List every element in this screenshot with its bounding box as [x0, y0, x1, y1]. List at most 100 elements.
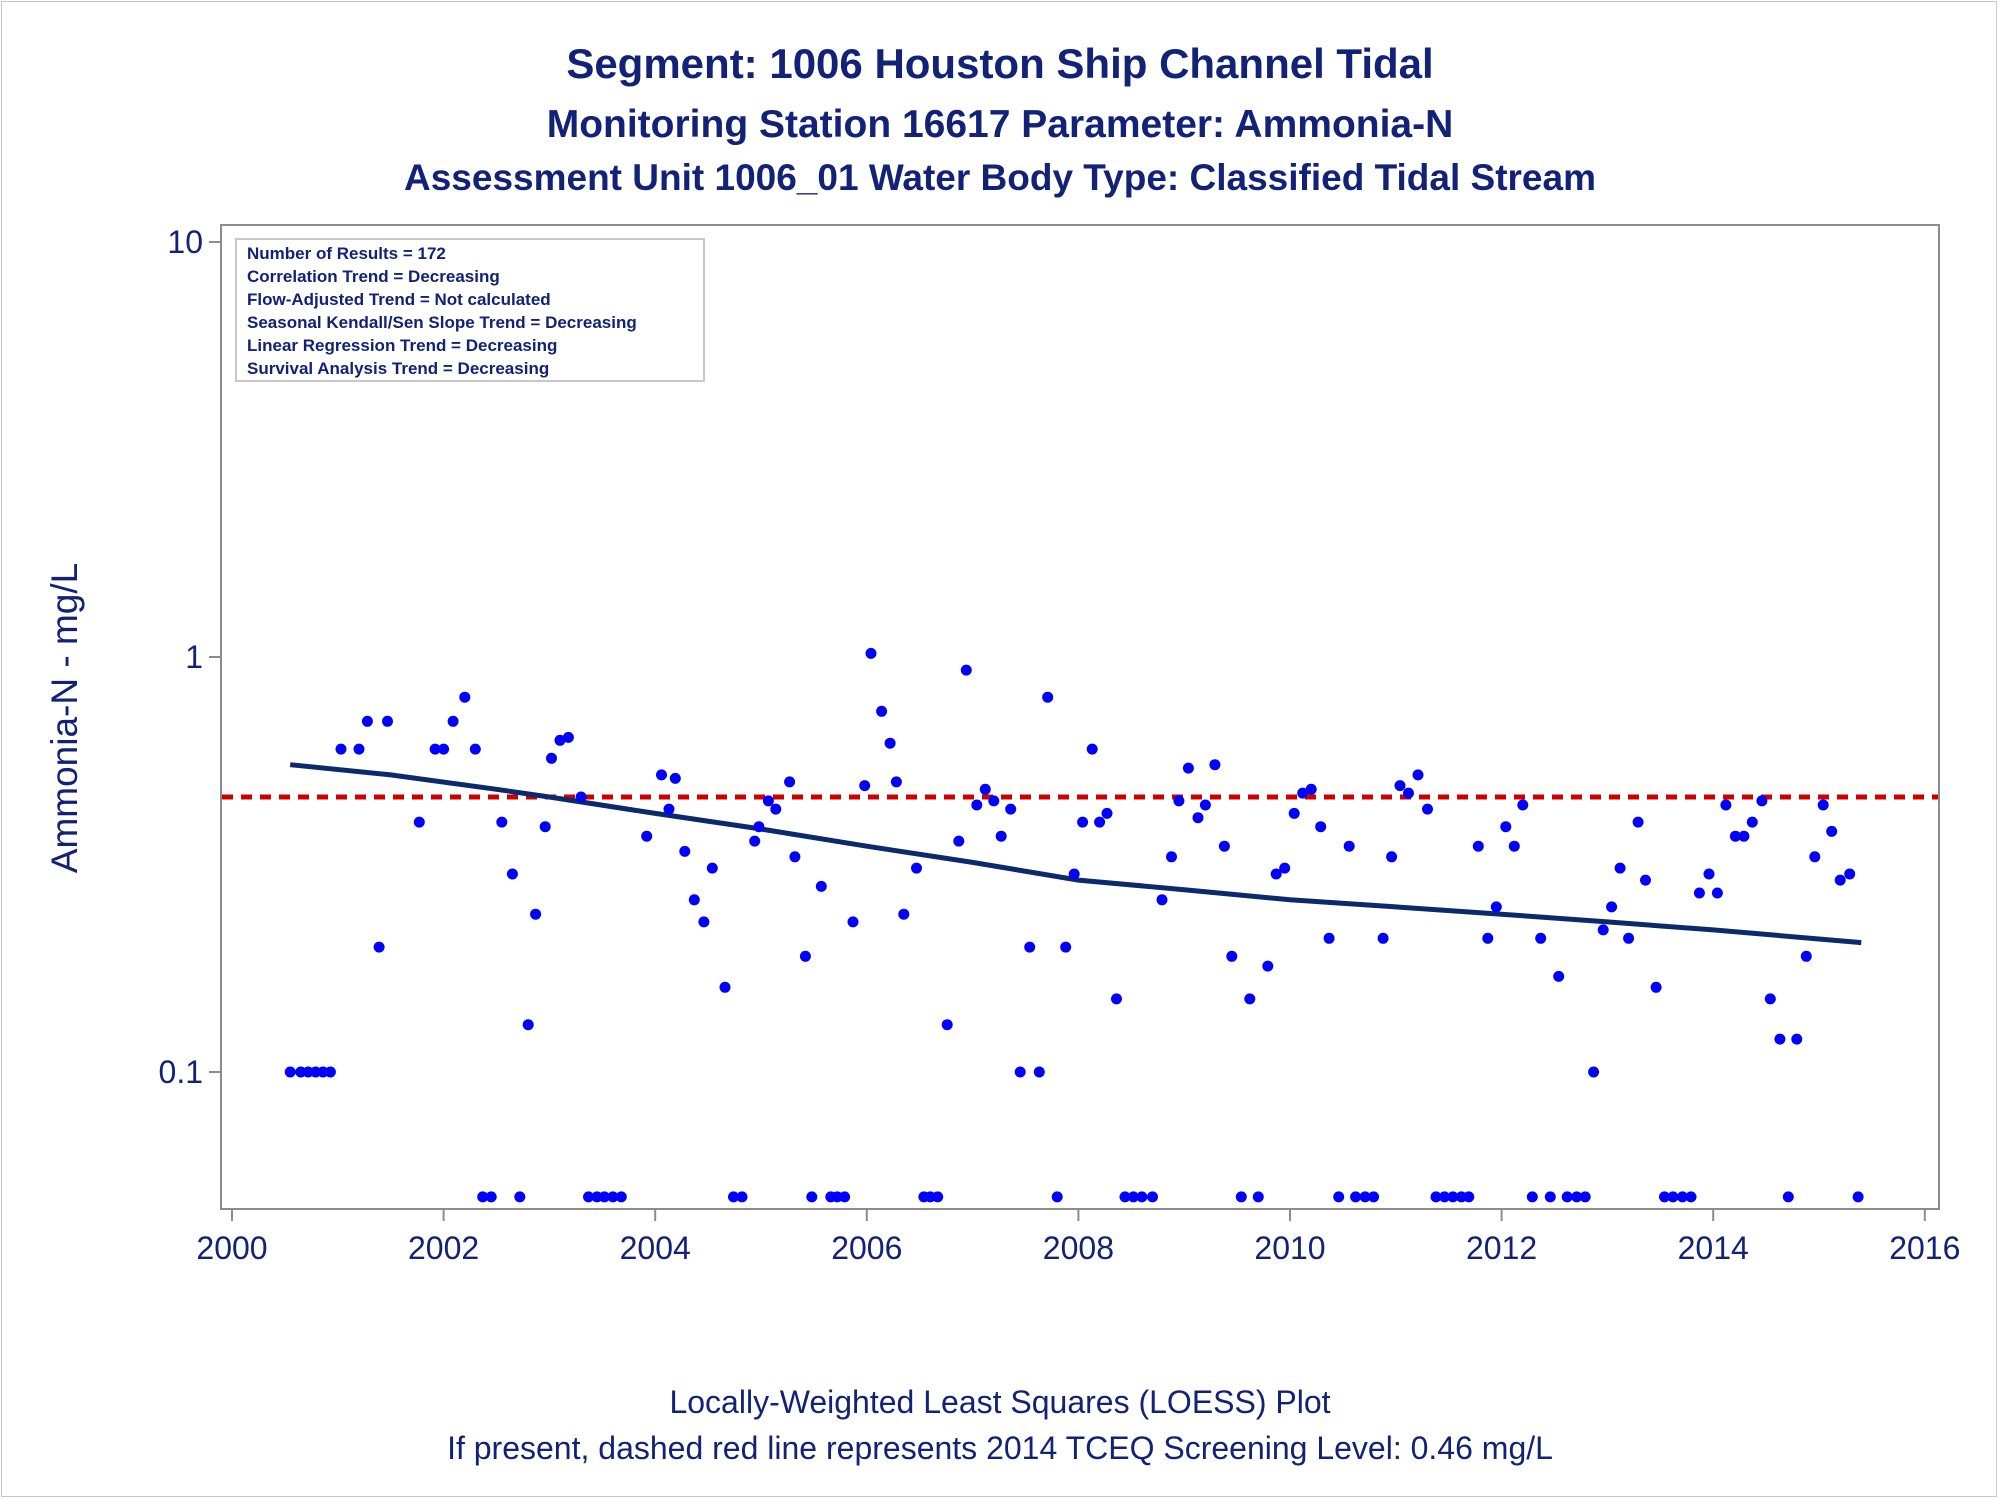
footnote-screening-level: If present, dashed red line represents 2… [447, 1430, 1553, 1466]
data-point [469, 743, 481, 755]
data-point [953, 835, 965, 847]
data-point [1033, 1066, 1045, 1078]
data-point [1852, 1191, 1864, 1203]
data-point [546, 752, 557, 764]
data-point [1463, 1191, 1475, 1203]
data-point [1844, 868, 1856, 880]
axis-ticks: 2000 2002 2004 2006 2008 2010 2012 2014 2016 0.1 1… [159, 224, 1961, 1266]
data-point [284, 1066, 296, 1078]
data-point [1659, 1191, 1670, 1203]
data-point [1729, 830, 1741, 842]
data-point [762, 795, 774, 807]
data-point [1173, 795, 1185, 807]
data-point [806, 1191, 818, 1203]
data-point [1086, 743, 1098, 755]
stats-line-correlation: Correlation Trend = Decreasing [247, 267, 500, 286]
data-point [1614, 862, 1626, 874]
stats-box [235, 238, 705, 382]
stats-line-linear-regression: Linear Regression Trend = Decreasing [247, 336, 557, 355]
data-point [1377, 932, 1389, 944]
data-point [971, 799, 983, 811]
data-point [1024, 941, 1036, 953]
data-point [770, 803, 782, 815]
data-point [1111, 993, 1122, 1005]
x-tick-label: 2006 [831, 1230, 902, 1266]
data-point [1192, 812, 1204, 824]
x-tick-label: 2010 [1254, 1230, 1325, 1266]
data-point [1262, 960, 1274, 972]
x-tick-label: 2008 [1043, 1230, 1114, 1266]
data-point [1650, 981, 1662, 993]
data-point [656, 769, 667, 781]
data-point [1350, 1191, 1362, 1203]
data-point [562, 731, 574, 743]
data-point [1209, 759, 1221, 771]
data-point [1199, 799, 1211, 811]
data-point [1359, 1191, 1371, 1203]
data-point [1288, 807, 1300, 819]
y-tick-label: 1 [185, 639, 203, 675]
data-point [1508, 840, 1520, 852]
data-point [1561, 1191, 1573, 1203]
data-point [447, 715, 459, 727]
data-point [413, 816, 425, 828]
data-point [554, 734, 566, 746]
data-point [1051, 1191, 1063, 1203]
data-point [1343, 840, 1355, 852]
data-point [669, 772, 681, 784]
data-point [1060, 941, 1072, 953]
data-point [1500, 821, 1512, 833]
y-tick-label: 10 [167, 224, 203, 260]
data-point [459, 691, 471, 703]
data-point [1270, 868, 1282, 880]
data-point [1597, 924, 1609, 936]
data-point [382, 715, 393, 727]
data-point [1042, 691, 1054, 703]
data-point [607, 1191, 619, 1203]
data-point [1136, 1191, 1148, 1203]
chart-subtitle-2: Assessment Unit 1006_01 Water Body Type:… [404, 157, 1596, 198]
data-point [1119, 1191, 1131, 1203]
data-point [1422, 803, 1433, 815]
data-point [1774, 1033, 1786, 1045]
data-point [598, 1191, 610, 1203]
data-point [960, 664, 972, 676]
data-point [1166, 851, 1177, 863]
data-point [728, 1191, 739, 1203]
data-point [1746, 816, 1758, 828]
data-point [884, 737, 896, 749]
data-point [753, 821, 765, 833]
data-point [1430, 1191, 1442, 1203]
data-point [1279, 862, 1291, 874]
data-point [932, 1191, 944, 1203]
data-point [1182, 762, 1194, 774]
data-point [1677, 1191, 1688, 1203]
data-point [530, 908, 542, 920]
data-point [1606, 901, 1618, 913]
data-point [496, 816, 508, 828]
data-point [1226, 950, 1238, 962]
data-point [988, 795, 1000, 807]
data-point [1640, 874, 1651, 886]
x-tick-label: 2014 [1678, 1230, 1749, 1266]
data-point [1005, 803, 1017, 815]
data-point [1386, 851, 1398, 863]
data-point [679, 845, 691, 857]
x-tick-label: 2002 [408, 1230, 479, 1266]
data-point [1403, 787, 1414, 799]
data-point [1156, 894, 1168, 906]
footnote-loess: Locally-Weighted Least Squares (LOESS) P… [669, 1384, 1330, 1420]
data-point [1817, 799, 1829, 811]
data-point [979, 783, 991, 795]
data-point [839, 1191, 851, 1203]
data-point [1252, 1191, 1264, 1203]
data-point [477, 1191, 489, 1203]
data-point [1077, 816, 1089, 828]
data-point [1526, 1191, 1538, 1203]
data-point [1244, 993, 1256, 1005]
data-point [865, 647, 877, 659]
x-tick-label: 2000 [196, 1230, 267, 1266]
data-point [335, 743, 347, 755]
data-point [583, 1191, 594, 1203]
